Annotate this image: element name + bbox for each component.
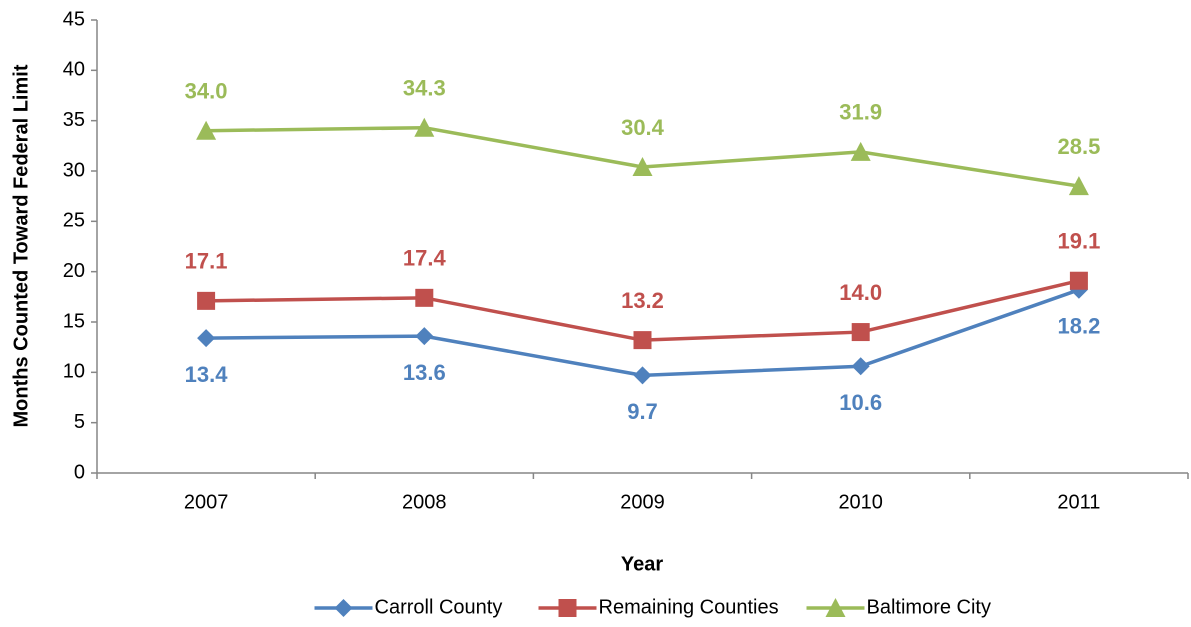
marker — [633, 366, 652, 385]
data-label: 18.2 — [1057, 314, 1100, 339]
marker — [196, 120, 217, 140]
x-tick-label: 2011 — [1057, 491, 1100, 513]
data-label: 9.7 — [627, 399, 658, 424]
y-tick-label: 15 — [63, 310, 85, 332]
x-tick-label: 2009 — [620, 491, 665, 513]
marker — [850, 141, 871, 161]
marker — [851, 323, 870, 342]
legend-label: Remaining Counties — [599, 596, 779, 618]
data-label: 34.0 — [185, 79, 228, 104]
data-label: 13.4 — [185, 362, 229, 387]
y-axis-title: Months Counted Toward Federal Limit — [10, 64, 32, 427]
marker — [415, 327, 434, 346]
data-label: 19.1 — [1057, 229, 1100, 254]
y-tick-label: 25 — [63, 210, 85, 232]
data-label: 17.4 — [403, 246, 447, 271]
data-label: 34.3 — [403, 76, 446, 101]
data-label: 13.2 — [621, 288, 664, 313]
data-label: 28.5 — [1057, 134, 1100, 159]
marker — [851, 357, 870, 376]
y-tick-label: 45 — [63, 8, 85, 30]
y-tick-label: 40 — [63, 59, 85, 81]
marker — [633, 331, 652, 350]
data-label: 17.1 — [185, 249, 228, 274]
marker — [415, 288, 434, 307]
data-label: 31.9 — [839, 100, 882, 125]
marker — [334, 599, 353, 617]
data-label: 10.6 — [839, 390, 882, 415]
marker — [558, 599, 577, 617]
data-label: 14.0 — [839, 280, 882, 305]
x-tick-label: 2007 — [184, 491, 229, 513]
marker — [414, 117, 435, 137]
marker — [197, 329, 216, 348]
marker — [1068, 176, 1089, 196]
y-tick-label: 35 — [63, 109, 85, 131]
y-tick-label: 30 — [63, 159, 85, 181]
x-tick-label: 2010 — [838, 491, 883, 513]
y-tick-label: 20 — [63, 260, 85, 282]
marker — [825, 598, 846, 617]
data-label: 30.4 — [621, 115, 665, 140]
y-tick-label: 10 — [63, 361, 85, 383]
y-tick-label: 0 — [74, 461, 85, 483]
marker — [197, 291, 216, 310]
legend-label: Carroll County — [375, 596, 503, 618]
x-axis-title: Year — [621, 553, 663, 575]
legend-label: Baltimore City — [867, 596, 991, 618]
x-tick-label: 2008 — [402, 491, 447, 513]
y-tick-label: 5 — [74, 411, 85, 433]
data-label: 13.6 — [403, 360, 446, 385]
marker — [1069, 271, 1088, 290]
marker — [632, 156, 653, 176]
